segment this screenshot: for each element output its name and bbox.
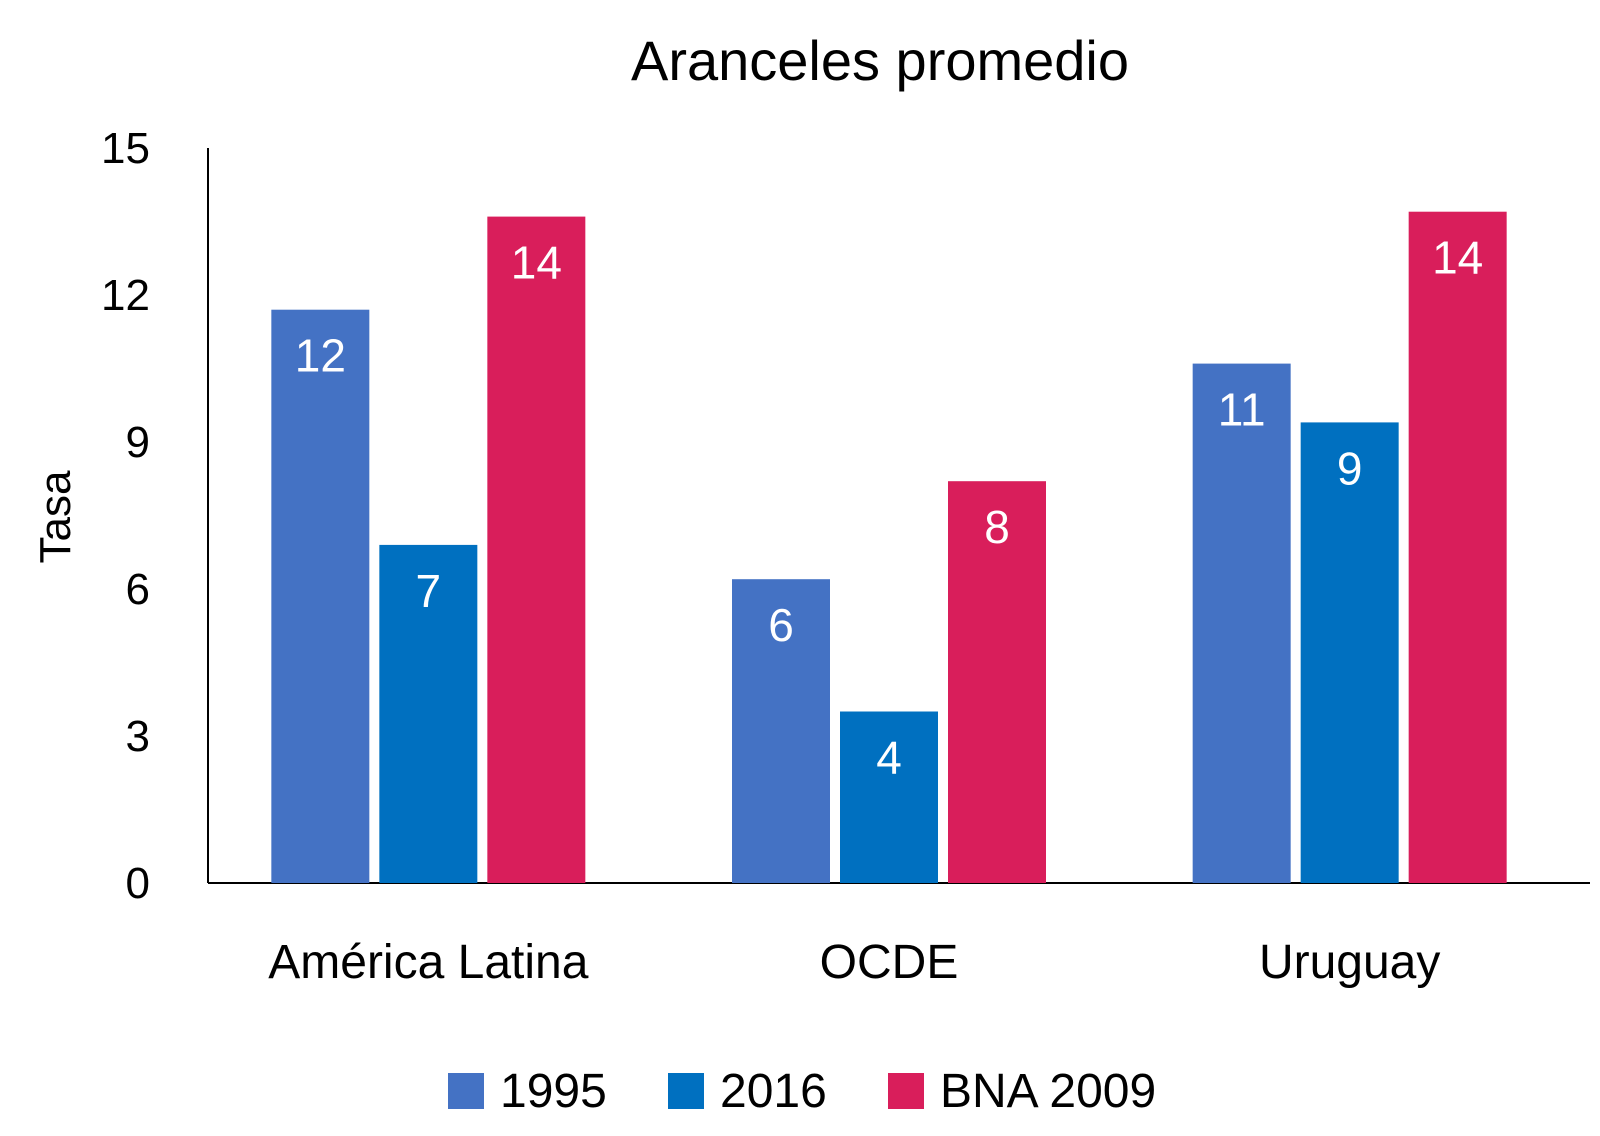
data-label: 14 <box>1432 232 1483 284</box>
legend-swatch <box>888 1073 924 1109</box>
legend-swatch <box>668 1073 704 1109</box>
y-tick-label: 3 <box>126 712 150 761</box>
legend-label: 2016 <box>720 1065 827 1118</box>
bar <box>487 216 586 884</box>
bar <box>1192 363 1291 884</box>
legend-swatch <box>448 1073 484 1109</box>
data-label: 7 <box>416 565 442 617</box>
y-tick-label: 15 <box>101 124 150 173</box>
y-axis-label: Tasa <box>31 470 80 563</box>
bar <box>379 544 478 883</box>
data-label: 9 <box>1337 442 1363 494</box>
data-label: 8 <box>984 501 1010 553</box>
data-label: 12 <box>295 330 346 382</box>
bar <box>1300 422 1399 883</box>
bar <box>1408 211 1507 883</box>
legend-label: 1995 <box>500 1065 607 1118</box>
y-tick-label: 0 <box>126 859 150 908</box>
chart-title: Aranceles promedio <box>631 29 1129 92</box>
legend: 1995 2016 BNA 2009 <box>448 1065 1156 1118</box>
y-tick-label: 6 <box>126 565 150 614</box>
data-label: 14 <box>511 237 562 289</box>
bar <box>840 711 938 883</box>
bar <box>732 579 830 883</box>
y-tick-label: 9 <box>126 418 150 467</box>
data-label: 4 <box>876 732 902 784</box>
y-tick-label: 12 <box>101 271 150 320</box>
data-label: 6 <box>768 599 794 651</box>
x-tick-label: América Latina <box>268 936 588 989</box>
plot-area: 0 3 6 9 12 15 12 7 14 América Latina 6 4 8 OCDE 11 9 14 U… <box>101 124 1590 989</box>
legend-label: BNA 2009 <box>940 1065 1156 1118</box>
bar <box>948 481 1046 883</box>
x-tick-label: Uruguay <box>1259 936 1440 989</box>
data-label: 11 <box>1218 384 1266 436</box>
x-tick-label: OCDE <box>820 936 959 989</box>
bar <box>271 309 370 883</box>
